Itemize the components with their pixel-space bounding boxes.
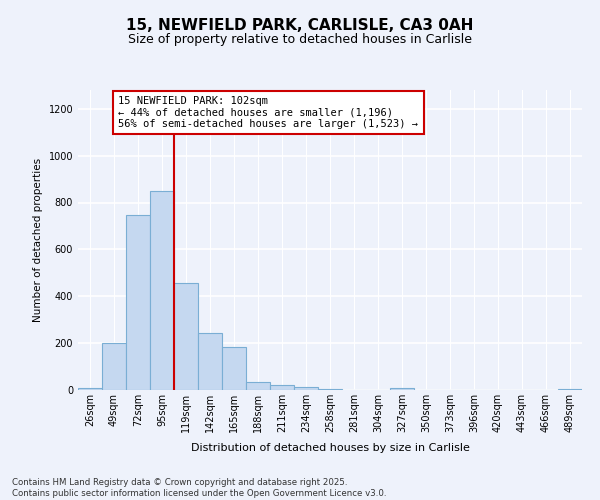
- Bar: [390, 388, 414, 390]
- Text: Contains HM Land Registry data © Crown copyright and database right 2025.
Contai: Contains HM Land Registry data © Crown c…: [12, 478, 386, 498]
- Bar: [294, 387, 318, 390]
- Bar: [246, 382, 270, 390]
- Bar: [270, 386, 294, 390]
- Bar: [102, 343, 126, 390]
- Text: 15, NEWFIELD PARK, CARLISLE, CA3 0AH: 15, NEWFIELD PARK, CARLISLE, CA3 0AH: [127, 18, 473, 32]
- X-axis label: Distribution of detached houses by size in Carlisle: Distribution of detached houses by size …: [191, 444, 469, 454]
- Bar: [558, 389, 582, 390]
- Text: 15 NEWFIELD PARK: 102sqm
← 44% of detached houses are smaller (1,196)
56% of sem: 15 NEWFIELD PARK: 102sqm ← 44% of detach…: [118, 96, 418, 129]
- Bar: [150, 191, 174, 390]
- Bar: [174, 284, 198, 390]
- Bar: [198, 332, 222, 390]
- Text: Size of property relative to detached houses in Carlisle: Size of property relative to detached ho…: [128, 32, 472, 46]
- Bar: [222, 347, 246, 390]
- Bar: [78, 388, 102, 390]
- Bar: [318, 389, 342, 390]
- Bar: [126, 216, 150, 390]
- Y-axis label: Number of detached properties: Number of detached properties: [33, 158, 43, 322]
